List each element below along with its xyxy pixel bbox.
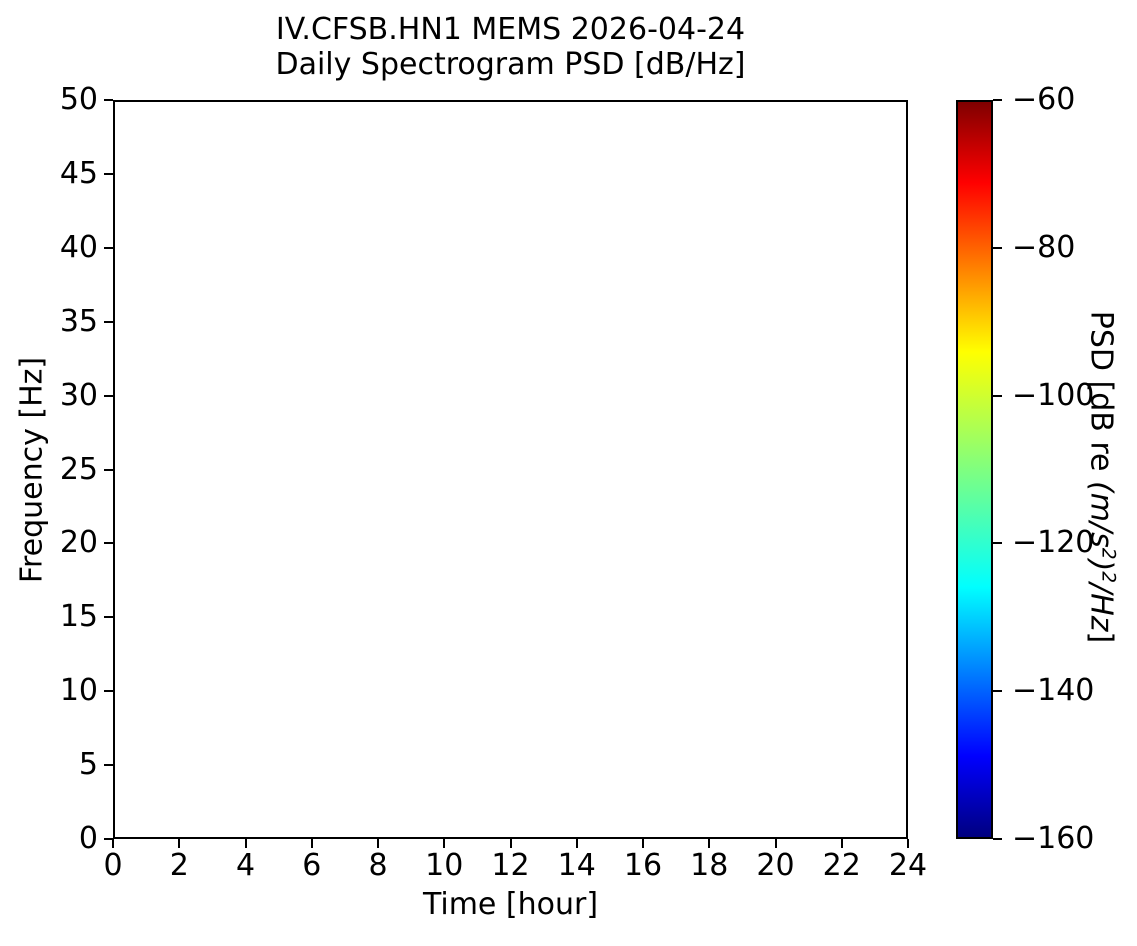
x-tick-mark: [642, 839, 644, 848]
chart-title-line2: Daily Spectrogram PSD [dB/Hz]: [275, 47, 746, 82]
colorbar-tick-label: −80: [1012, 229, 1076, 265]
colorbar-label-close: ): [1083, 559, 1119, 572]
colorbar-tick-mark: [993, 394, 1002, 397]
colorbar-tick-mark: [993, 542, 1002, 545]
x-tick-mark: [244, 839, 247, 848]
x-tick-mark: [443, 839, 446, 848]
colorbar-label-sup1: 2: [1097, 547, 1119, 560]
y-tick-label: 15: [59, 599, 98, 635]
y-tick-label: 40: [59, 229, 98, 265]
colorbar-tick-label: −100: [1012, 377, 1095, 413]
y-tick-mark: [104, 690, 113, 693]
colorbar-tick-label: −120: [1012, 525, 1095, 561]
x-tick-label: 8: [368, 848, 388, 883]
x-tick-mark: [112, 839, 114, 848]
y-tick-mark: [104, 468, 113, 471]
x-tick-label: 24: [888, 848, 928, 883]
y-tick-label: 10: [59, 673, 98, 709]
y-tick-mark: [104, 246, 113, 249]
y-tick-label: 50: [59, 82, 98, 117]
y-tick-mark: [104, 320, 113, 323]
x-tick-label: 20: [756, 848, 795, 883]
colorbar-tick-mark: [993, 838, 1002, 840]
y-tick-label: 0: [78, 821, 98, 856]
x-tick-label: 22: [822, 848, 861, 883]
y-tick-mark: [104, 394, 113, 397]
x-tick-mark: [377, 839, 379, 848]
colorbar-label-suffix: ]: [1083, 631, 1119, 644]
y-tick-mark: [104, 616, 113, 619]
x-tick-mark: [178, 839, 181, 848]
x-tick-mark: [310, 839, 313, 848]
x-tick-mark: [840, 839, 843, 848]
chart-title-line1: IV.CFSB.HN1 MEMS 2026-04-24: [275, 12, 746, 47]
y-tick-label: 5: [78, 747, 98, 783]
y-axis-label: Frequency [Hz]: [14, 356, 50, 584]
y-tick-mark: [104, 99, 113, 101]
x-tick-label: 18: [690, 848, 729, 883]
colorbar-axis-label: PSD [dB re (m/s2)2/Hz]: [1084, 311, 1119, 644]
colorbar-tick-label: −140: [1012, 673, 1095, 709]
x-tick-label: 2: [169, 848, 189, 883]
x-axis-label: Time [hour]: [422, 887, 599, 922]
colorbar-tick-mark: [993, 246, 1002, 249]
colorbar-tick-label: −160: [1012, 821, 1095, 856]
colorbar-label-sup2: 2: [1097, 571, 1119, 584]
colorbar-gradient: [956, 100, 993, 839]
x-tick-label: 16: [623, 848, 663, 883]
colorbar-tick-mark: [993, 99, 1002, 101]
x-tick-mark: [907, 839, 909, 848]
colorbar-label-unit: /Hz: [1083, 583, 1119, 632]
x-tick-mark: [575, 839, 578, 848]
x-tick-label: 10: [425, 848, 464, 883]
x-tick-mark: [509, 839, 512, 848]
y-tick-mark: [104, 764, 113, 767]
y-tick-label: 45: [59, 155, 98, 191]
x-tick-mark: [708, 839, 711, 848]
y-tick-mark: [104, 542, 113, 545]
y-tick-mark: [104, 172, 113, 175]
colorbar-tick-mark: [993, 690, 1002, 693]
x-tick-label: 0: [103, 848, 123, 883]
chart-title: IV.CFSB.HN1 MEMS 2026-04-24 Daily Spectr…: [113, 12, 908, 82]
plot-area: [113, 100, 908, 839]
colorbar-tick-label: −60: [1012, 82, 1076, 117]
colorbar-label-math: (m/s2)2/Hz: [1084, 481, 1119, 632]
x-tick-label: 12: [491, 848, 530, 883]
x-tick-mark: [774, 839, 777, 848]
colorbar-label-prefix: PSD [dB re: [1083, 310, 1119, 482]
y-tick-label: 35: [59, 303, 98, 339]
y-tick-mark: [104, 838, 113, 840]
x-tick-label: 14: [557, 848, 596, 883]
x-tick-label: 6: [302, 848, 322, 883]
colorbar-label-open: (m/s: [1083, 481, 1119, 548]
x-tick-label: 4: [235, 848, 256, 883]
